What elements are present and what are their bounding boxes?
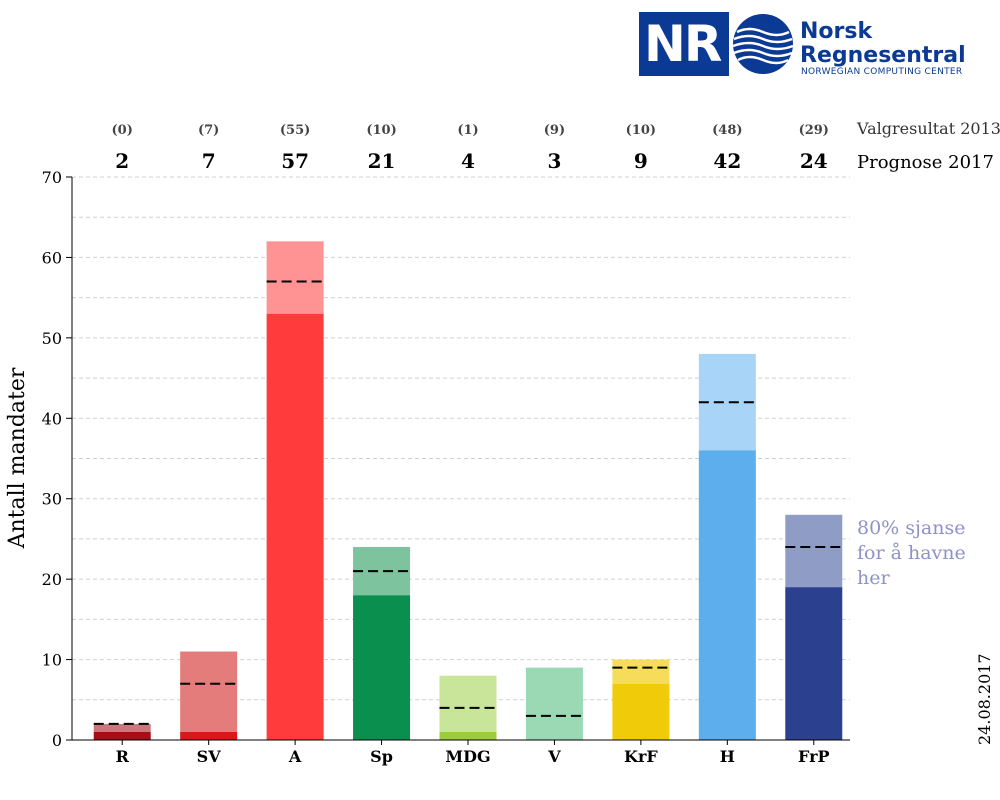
base-bar-a xyxy=(266,313,324,740)
base-bar-r xyxy=(93,731,151,740)
base-bar-frp xyxy=(785,587,843,740)
interval-bar-sv xyxy=(180,651,238,732)
base-bar-mdg xyxy=(439,731,497,740)
forecast-2017-label: 21 xyxy=(368,149,396,173)
forecast-2017-label: 24 xyxy=(800,149,828,173)
x-tick-label: KrF xyxy=(624,747,658,766)
result-2013-label: (0) xyxy=(112,123,133,138)
base-bar-sp xyxy=(353,595,411,740)
interval-annotation: 80% sjanse for å havne her xyxy=(857,517,966,589)
logo-globe-icon xyxy=(729,12,797,76)
interval-bar-krf xyxy=(612,659,670,684)
result-2013-label: (1) xyxy=(457,123,478,138)
forecast-2017-label: 4 xyxy=(461,149,475,173)
logo-initials: NR xyxy=(644,15,722,73)
y-tick-label: 10 xyxy=(42,651,62,670)
x-tick-label: R xyxy=(116,747,130,766)
x-tick-label: A xyxy=(288,747,302,766)
base-bar-h xyxy=(698,450,756,740)
logo-name-line2: Regnesentral xyxy=(800,43,966,68)
result-2013-label: (7) xyxy=(198,123,219,138)
result-2013-label: (10) xyxy=(626,123,656,138)
interval-bar-mdg xyxy=(439,675,497,732)
y-tick-label: 30 xyxy=(42,490,62,509)
y-tick-label: 0 xyxy=(52,731,62,750)
forecast-2017-label: 7 xyxy=(202,149,216,173)
forecast-2017-label: 57 xyxy=(281,149,309,173)
result-2013-label: (48) xyxy=(712,123,742,138)
bars xyxy=(93,241,843,740)
base-bar-sv xyxy=(180,731,238,740)
logo-name-line1: Norsk xyxy=(800,19,873,44)
logo-subtitle: NORWEGIAN COMPUTING CENTER xyxy=(801,67,963,77)
logo-name: Norsk Regnesentral xyxy=(800,20,966,68)
result-2013-label: (29) xyxy=(799,123,829,138)
labels: R (0) 2 SV (7) 7 A (55) 57 Sp (10) 21 MDG (1) 4 V (9) 3 Kr… xyxy=(112,123,830,766)
y-tick-label: 50 xyxy=(42,329,62,348)
forecast-2017-label: 9 xyxy=(634,149,648,173)
result-2013-label: (10) xyxy=(366,123,396,138)
result-2013-label: (55) xyxy=(280,123,310,138)
y-tick-label: 20 xyxy=(42,570,62,589)
forecast-2017-label: 3 xyxy=(547,149,561,173)
y-axis-label: Antall mandater xyxy=(5,367,30,549)
logo-background xyxy=(639,12,729,76)
x-tick-label: H xyxy=(720,747,735,766)
y-tick-label: 70 xyxy=(42,168,62,187)
gridlines xyxy=(72,176,850,701)
y-tick-label: 60 xyxy=(42,248,62,267)
interval-bar-r xyxy=(93,723,151,732)
row-label-valgresultat: Valgresultat 2013 xyxy=(856,119,1000,138)
x-tick-label: V xyxy=(547,747,561,766)
x-tick-label: Sp xyxy=(370,747,393,766)
interval-bar-a xyxy=(266,241,324,314)
axes: 0 10 20 30 40 50 60 70 xyxy=(42,168,850,750)
y-tick-label: 40 xyxy=(42,409,62,428)
x-tick-label: SV xyxy=(197,747,222,766)
x-tick-label: MDG xyxy=(445,747,490,766)
forecast-2017-label: 2 xyxy=(115,149,129,173)
x-tick-label: FrP xyxy=(798,747,830,766)
interval-bar-v xyxy=(525,667,583,740)
interval-bar-frp xyxy=(785,514,843,588)
result-2013-label: (9) xyxy=(544,123,565,138)
row-label-prognose: Prognose 2017 xyxy=(857,152,994,173)
base-bar-krf xyxy=(612,683,670,740)
forecast-2017-label: 42 xyxy=(713,149,741,173)
date-label: 24.08.2017 xyxy=(975,653,994,745)
